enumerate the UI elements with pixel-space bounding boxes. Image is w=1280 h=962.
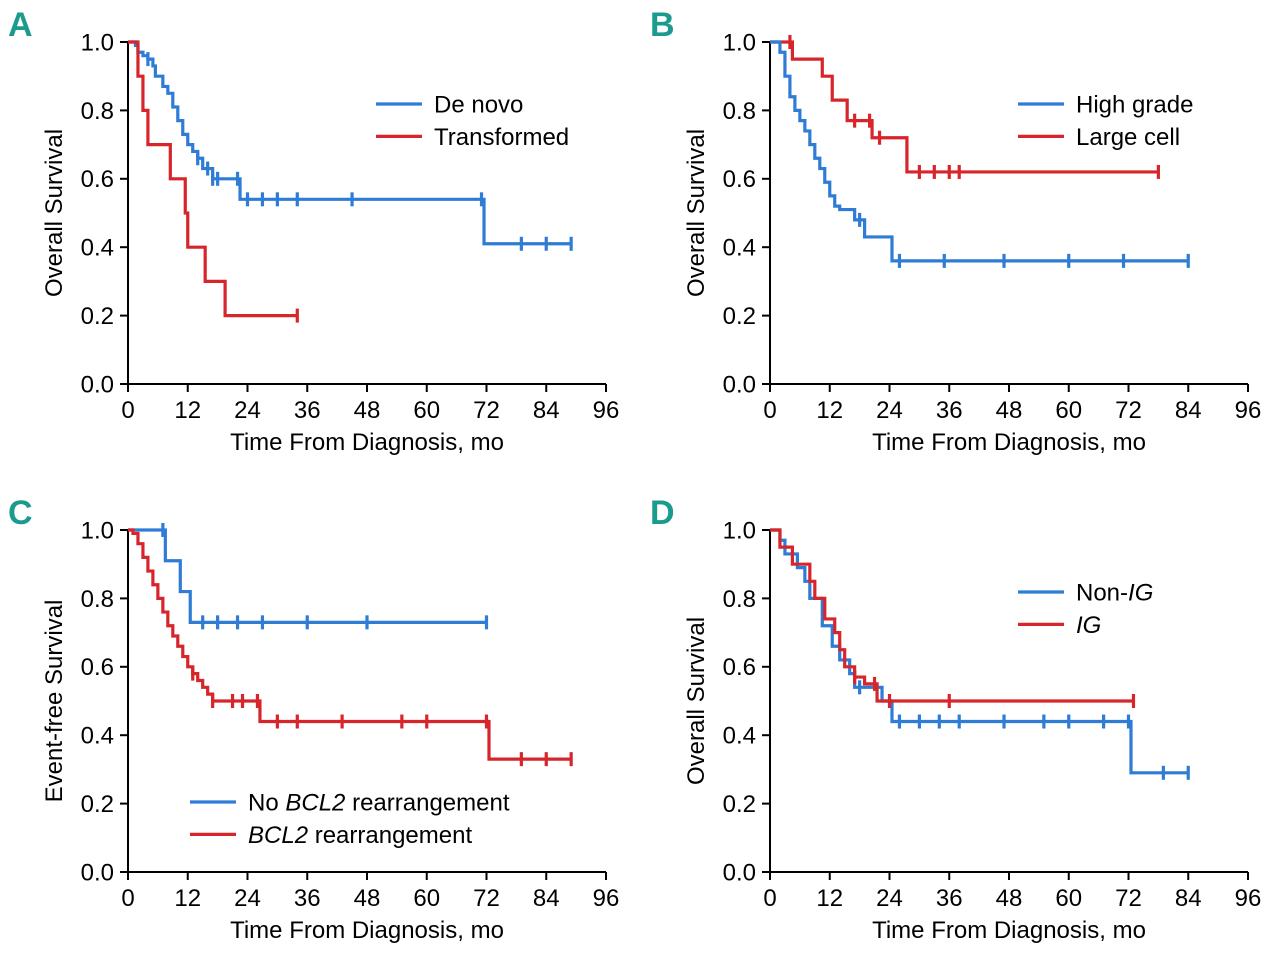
xtick-label: 60 xyxy=(1055,397,1082,424)
panel-letter: D xyxy=(650,494,675,532)
ylabel: Event-free Survival xyxy=(41,600,68,803)
xtick-label: 12 xyxy=(174,885,201,912)
ytick-label: 0.6 xyxy=(723,654,756,681)
ytick-label: 0.2 xyxy=(723,791,756,818)
ytick-label: 0.4 xyxy=(723,235,756,262)
ytick-label: 0.4 xyxy=(81,723,114,750)
xtick-label: 96 xyxy=(593,397,620,424)
legend-label: BCL2 rearrangement xyxy=(248,822,472,849)
xtick-label: 84 xyxy=(1175,885,1202,912)
ytick-label: 1.0 xyxy=(723,517,756,544)
ytick-label: 0.0 xyxy=(81,371,114,398)
ytick-label: 1.0 xyxy=(81,517,114,544)
xlabel: Time From Diagnosis, mo xyxy=(230,917,504,944)
xtick-label: 24 xyxy=(234,885,261,912)
ytick-label: 0.6 xyxy=(81,166,114,193)
ytick-label: 1.0 xyxy=(723,29,756,56)
xtick-label: 48 xyxy=(996,397,1023,424)
xtick-label: 48 xyxy=(996,885,1023,912)
ytick-label: 0.4 xyxy=(723,723,756,750)
xtick-label: 12 xyxy=(816,397,843,424)
xtick-label: 84 xyxy=(533,397,560,424)
xtick-label: 0 xyxy=(121,397,134,424)
km-figure: A 0 12 24 36 48 60 72 84 96 0.0 0.2 0.4 0.6 0.8 1.0 Time… xyxy=(0,0,1280,962)
xtick-label: 72 xyxy=(1115,885,1142,912)
xtick-label: 36 xyxy=(936,885,963,912)
xtick-label: 84 xyxy=(1175,397,1202,424)
xtick-label: 12 xyxy=(174,397,201,424)
xtick-label: 60 xyxy=(1055,885,1082,912)
panel-letter: A xyxy=(8,6,33,44)
legend-label: Non-IG xyxy=(1076,579,1153,606)
ytick-label: 0.2 xyxy=(81,791,114,818)
figure-svg: A 0 12 24 36 48 60 72 84 96 0.0 0.2 0.4 0.6 0.8 1.0 Time… xyxy=(0,0,1280,962)
xlabel: Time From Diagnosis, mo xyxy=(872,429,1146,456)
xtick-label: 84 xyxy=(533,885,560,912)
ytick-label: 0.0 xyxy=(723,859,756,886)
ylabel: Overall Survival xyxy=(41,129,68,297)
xtick-label: 60 xyxy=(413,885,440,912)
ytick-label: 0.8 xyxy=(81,586,114,613)
xtick-label: 24 xyxy=(234,397,261,424)
xtick-label: 36 xyxy=(294,885,321,912)
ytick-label: 0.8 xyxy=(723,98,756,125)
legend-label: De novo xyxy=(434,91,523,118)
panel-letter: B xyxy=(650,6,675,44)
ytick-label: 0.4 xyxy=(81,235,114,262)
legend-label: Transformed xyxy=(434,124,569,151)
xtick-label: 96 xyxy=(593,885,620,912)
ylabel: Overall Survival xyxy=(683,617,710,785)
xtick-label: 96 xyxy=(1235,885,1262,912)
ytick-label: 0.0 xyxy=(723,371,756,398)
xtick-label: 48 xyxy=(354,885,381,912)
xtick-label: 60 xyxy=(413,397,440,424)
legend-label: IG xyxy=(1076,612,1101,639)
xtick-label: 36 xyxy=(936,397,963,424)
ytick-label: 1.0 xyxy=(81,29,114,56)
ylabel: Overall Survival xyxy=(683,129,710,297)
xtick-label: 24 xyxy=(876,885,903,912)
xtick-label: 72 xyxy=(473,885,500,912)
xtick-label: 0 xyxy=(763,397,776,424)
panel-letter: C xyxy=(8,494,33,532)
xtick-label: 12 xyxy=(816,885,843,912)
xtick-label: 48 xyxy=(354,397,381,424)
xtick-label: 0 xyxy=(763,885,776,912)
xtick-label: 0 xyxy=(121,885,134,912)
legend-label: Large cell xyxy=(1076,124,1180,151)
ytick-label: 0.2 xyxy=(81,303,114,330)
xtick-label: 72 xyxy=(473,397,500,424)
xtick-label: 72 xyxy=(1115,397,1142,424)
ytick-label: 0.8 xyxy=(81,98,114,125)
ytick-label: 0.0 xyxy=(81,859,114,886)
xtick-label: 24 xyxy=(876,397,903,424)
legend-label: High grade xyxy=(1076,91,1193,118)
legend-label: No BCL2 rearrangement xyxy=(248,789,510,816)
ytick-label: 0.2 xyxy=(723,303,756,330)
xtick-label: 96 xyxy=(1235,397,1262,424)
ytick-label: 0.8 xyxy=(723,586,756,613)
xtick-label: 36 xyxy=(294,397,321,424)
xlabel: Time From Diagnosis, mo xyxy=(230,429,504,456)
xlabel: Time From Diagnosis, mo xyxy=(872,917,1146,944)
ytick-label: 0.6 xyxy=(81,654,114,681)
ytick-label: 0.6 xyxy=(723,166,756,193)
